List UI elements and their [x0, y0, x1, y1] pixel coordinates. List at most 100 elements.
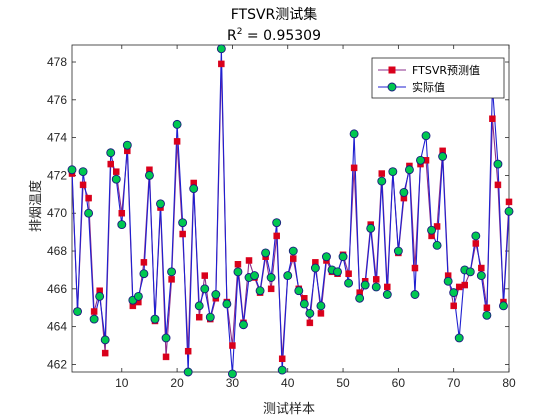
x-tick-label: 30 [226, 376, 240, 390]
data-point-predicted [101, 349, 109, 357]
chart-subtitle-superscript: 2 [237, 27, 243, 37]
data-point-actual [139, 269, 149, 279]
data-point-actual [471, 231, 481, 241]
x-tick-label: 20 [170, 376, 184, 390]
data-point-actual [67, 165, 77, 175]
data-point-actual [172, 119, 182, 129]
data-point-actual [272, 218, 282, 228]
data-point-actual [366, 223, 376, 233]
y-tick-label: 476 [47, 93, 67, 107]
data-point-predicted [107, 160, 114, 168]
data-point-actual [310, 263, 320, 273]
x-tick-label: 50 [336, 376, 350, 390]
data-point-actual [266, 273, 276, 282]
data-point-actual [393, 246, 403, 256]
data-point-actual [78, 167, 88, 177]
y-tick-label: 464 [47, 320, 67, 334]
data-point-predicted [489, 115, 496, 122]
data-point-actual [299, 299, 309, 309]
data-point-actual [294, 286, 304, 296]
y-tick-label: 470 [47, 206, 67, 220]
data-point-actual [288, 246, 298, 256]
data-point-actual [333, 267, 342, 277]
data-point-actual [233, 267, 243, 277]
data-point-actual [144, 170, 154, 180]
data-point-actual [355, 293, 365, 303]
data-point-predicted [85, 194, 92, 202]
data-point-predicted [90, 308, 98, 315]
data-point-actual [95, 291, 105, 301]
data-point-actual [122, 140, 132, 150]
data-point-predicted [218, 60, 225, 68]
legend-label-2: 实际值 [412, 80, 445, 94]
data-point-actual [156, 199, 165, 209]
data-point-actual [371, 282, 381, 292]
data-point-actual [255, 286, 265, 296]
data-point-predicted [290, 255, 297, 262]
data-point-actual [73, 307, 82, 316]
data-point-actual [404, 165, 414, 175]
data-point-predicted [267, 285, 275, 293]
data-point-predicted [494, 181, 502, 189]
data-point-actual [427, 225, 437, 235]
legend-label-1: FTSVR预测值 [412, 64, 480, 77]
data-point-actual [106, 148, 116, 158]
data-point-predicted [350, 164, 358, 172]
data-point-predicted [411, 264, 419, 272]
data-point-actual [338, 252, 348, 262]
data-point-predicted [245, 257, 253, 264]
data-point-predicted [433, 223, 441, 230]
data-point-actual [211, 290, 221, 299]
data-point-predicted [384, 283, 391, 291]
data-point-actual [194, 301, 204, 311]
data-point-actual [344, 278, 354, 288]
data-point-actual [410, 290, 420, 299]
data-point-actual [465, 267, 475, 277]
data-point-actual [167, 267, 177, 277]
y-tick-label: 478 [47, 55, 67, 69]
chart-title: FTSVR测试集 [231, 6, 318, 23]
data-point-actual [454, 333, 464, 343]
data-point-predicted [173, 138, 181, 145]
data-point-actual [443, 276, 453, 286]
data-point-predicted [179, 230, 186, 238]
data-point-actual [382, 290, 392, 299]
x-tick-label: 70 [447, 376, 461, 390]
data-point-actual [283, 271, 293, 281]
data-point-predicted [505, 198, 513, 206]
data-point-actual [239, 320, 248, 330]
legend-marker-circle [387, 82, 397, 92]
x-tick-label: 60 [392, 376, 406, 390]
data-point-actual [388, 167, 398, 177]
data-point-actual [117, 220, 127, 230]
data-point-actual [493, 159, 503, 169]
data-point-actual [316, 301, 326, 311]
data-point-actual [161, 333, 171, 343]
data-point-predicted [317, 310, 325, 317]
data-point-actual [416, 155, 425, 165]
data-point-predicted [184, 347, 192, 355]
data-point-actual [360, 280, 370, 290]
data-point-actual [178, 218, 188, 228]
data-point-predicted [195, 313, 203, 321]
data-point-actual [227, 369, 237, 379]
data-point-predicted [278, 355, 286, 363]
data-point-predicted [113, 168, 120, 175]
data-point-predicted [273, 232, 280, 240]
data-point-actual [504, 206, 514, 216]
data-point-predicted [450, 302, 457, 310]
x-axis-label: 测试样本 [263, 402, 315, 417]
y-tick-label: 462 [47, 357, 67, 371]
data-point-actual [189, 184, 199, 194]
data-point-actual [222, 299, 232, 309]
data-point-actual [89, 314, 99, 324]
data-point-actual [277, 365, 287, 375]
data-point-actual [438, 152, 448, 161]
x-tick-label: 10 [115, 376, 129, 390]
data-point-actual [499, 301, 508, 311]
data-point-actual [84, 208, 94, 218]
data-point-actual [133, 291, 143, 301]
data-point-predicted [162, 353, 170, 361]
plot-area: 10 20 30 40 50 60 70 80 462 464 466 468 470 472 474 476… [47, 44, 516, 390]
x-tick-label: 40 [281, 376, 295, 390]
